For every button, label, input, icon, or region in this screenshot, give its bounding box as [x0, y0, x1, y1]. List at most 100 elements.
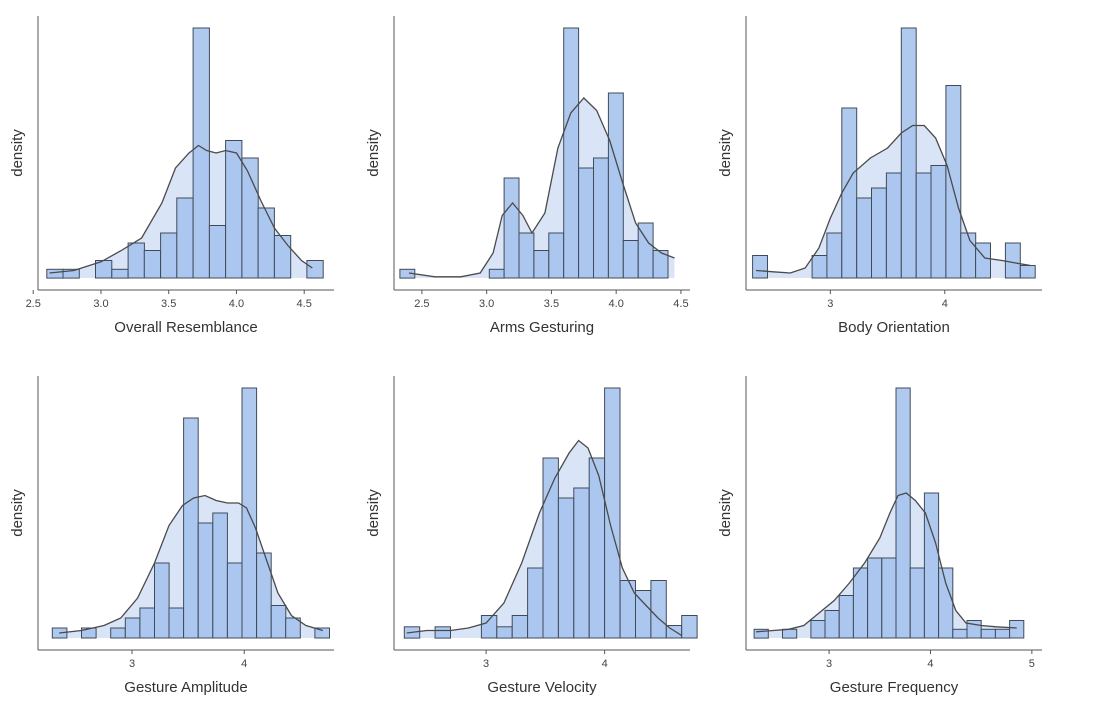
x-tick-label: 4.5	[673, 298, 688, 310]
histogram-bar	[273, 235, 292, 279]
histogram-bar	[62, 268, 80, 279]
x-tick-label: 3.0	[479, 298, 494, 310]
x-tick-label: 4.0	[609, 298, 624, 310]
histogram-bar	[841, 107, 858, 279]
chart-panel-body-orientation: 3 4 Body Orientation density	[708, 0, 1074, 351]
histogram-chart: 3 4 Gesture Velocity density	[365, 376, 698, 696]
x-axis-label: Gesture Velocity	[487, 679, 597, 696]
y-axis-label: density	[365, 129, 382, 177]
histogram-bar	[533, 250, 550, 279]
x-axis-label: Gesture Frequency	[830, 679, 959, 696]
histogram-bar	[811, 255, 828, 279]
histogram-bar	[573, 487, 590, 639]
histogram-bar	[488, 268, 505, 279]
histogram-bar	[588, 457, 606, 639]
x-tick-label: 4.0	[229, 298, 244, 310]
histogram-bar	[212, 512, 228, 639]
histogram-bar	[139, 607, 155, 639]
chart-panel-gesture-frequency: 3 4 5 Gesture Frequency density	[708, 360, 1074, 711]
histogram-bar	[548, 232, 565, 279]
x-tick-label: 3	[483, 658, 489, 670]
histogram-bar	[980, 628, 996, 639]
y-axis-label: density	[9, 489, 26, 537]
histogram-bar	[143, 250, 162, 279]
x-tick-label: 4	[942, 298, 948, 310]
x-tick-label: 4	[927, 658, 933, 670]
histogram-bar	[111, 268, 129, 279]
histogram-bar	[192, 27, 210, 279]
histogram-bar	[225, 140, 243, 279]
histogram-bar	[994, 628, 1011, 639]
histogram-bar	[81, 627, 97, 639]
histogram-bar	[881, 557, 897, 639]
histogram-bar	[208, 225, 227, 279]
x-tick-label: 3	[129, 658, 135, 670]
x-tick-label: 4	[602, 658, 608, 670]
histogram-bar	[168, 607, 185, 639]
histogram-bar	[176, 197, 194, 279]
histogram-bar	[563, 27, 580, 279]
histogram-bar	[923, 492, 940, 639]
chart-panel-gesture-amplitude: 3 4 Gesture Amplitude density	[0, 360, 366, 711]
histogram-bar	[824, 610, 840, 639]
histogram-bar	[314, 627, 330, 639]
histogram-bar	[46, 268, 64, 279]
histogram-bar	[1019, 265, 1036, 279]
x-tick-label: 3.5	[544, 298, 559, 310]
x-tick-label: 4	[241, 658, 247, 670]
histogram-chart: 2.5 3.0 3.5 4.0 4.5 Arms Gesturing density	[365, 16, 690, 336]
histogram-bar	[518, 232, 535, 279]
histogram-bar	[938, 567, 954, 639]
histogram-bar	[154, 562, 170, 639]
x-tick-label: 5	[1029, 658, 1035, 670]
y-axis-label: density	[717, 489, 734, 537]
x-axis-label: Body Orientation	[838, 319, 950, 336]
histogram-bar	[619, 580, 637, 639]
histogram-bar	[257, 207, 275, 279]
kde-line	[408, 97, 675, 278]
histogram-bar	[852, 567, 869, 639]
histogram-bar	[306, 260, 324, 279]
kde-line	[756, 492, 1017, 633]
kde-line	[755, 124, 1031, 274]
chart-panel-arms-gesturing: 2.5 3.0 3.5 4.0 4.5 Arms Gesturing density	[356, 0, 722, 351]
x-tick-label: 3.5	[161, 298, 176, 310]
histogram-bar	[593, 157, 609, 279]
histogram-bar	[578, 167, 595, 279]
histogram-bar	[900, 27, 917, 279]
histogram-bar	[110, 627, 126, 639]
histogram-bar	[622, 240, 639, 279]
histogram-bar	[652, 250, 669, 279]
histogram-bar	[782, 628, 798, 639]
kde-line	[406, 439, 683, 637]
histogram-bar	[681, 615, 698, 639]
histogram-bar	[752, 255, 768, 279]
y-axis-label: density	[365, 489, 382, 537]
histogram-bar	[867, 557, 883, 639]
chart-panel-overall-resemblance: 2.5 3.0 3.5 4.0 4.5 Overall Resemblance densit…	[0, 0, 366, 351]
histogram-bar	[127, 242, 145, 279]
histogram-bar	[826, 232, 843, 279]
histogram-bar	[871, 187, 887, 279]
x-tick-label: 4.5	[297, 298, 312, 310]
histogram-bar	[160, 232, 178, 279]
histogram-bar	[197, 522, 214, 639]
histogram-bar	[856, 197, 873, 279]
histogram-bar	[496, 626, 513, 639]
histogram-chart: 2.5 3.0 3.5 4.0 4.5 Overall Resemblance densit…	[9, 16, 334, 336]
histogram-bar	[226, 562, 243, 639]
histogram-bar	[1004, 242, 1021, 279]
histogram-bar	[527, 567, 544, 639]
histogram-bar	[557, 497, 575, 639]
histogram-chart: 3 4 5 Gesture Frequency density	[717, 376, 1042, 696]
histogram-bar	[285, 617, 301, 639]
histogram-bar	[183, 417, 199, 639]
histogram-bar	[604, 387, 621, 639]
histogram-bar	[909, 567, 925, 639]
kde-line	[49, 144, 313, 274]
histogram-chart: 3 4 Gesture Amplitude density	[9, 376, 334, 696]
histogram-bar	[650, 580, 667, 639]
histogram-bar	[124, 617, 141, 639]
chart-panel-gesture-velocity: 3 4 Gesture Velocity density	[356, 360, 722, 711]
histogram-bar	[975, 242, 992, 279]
